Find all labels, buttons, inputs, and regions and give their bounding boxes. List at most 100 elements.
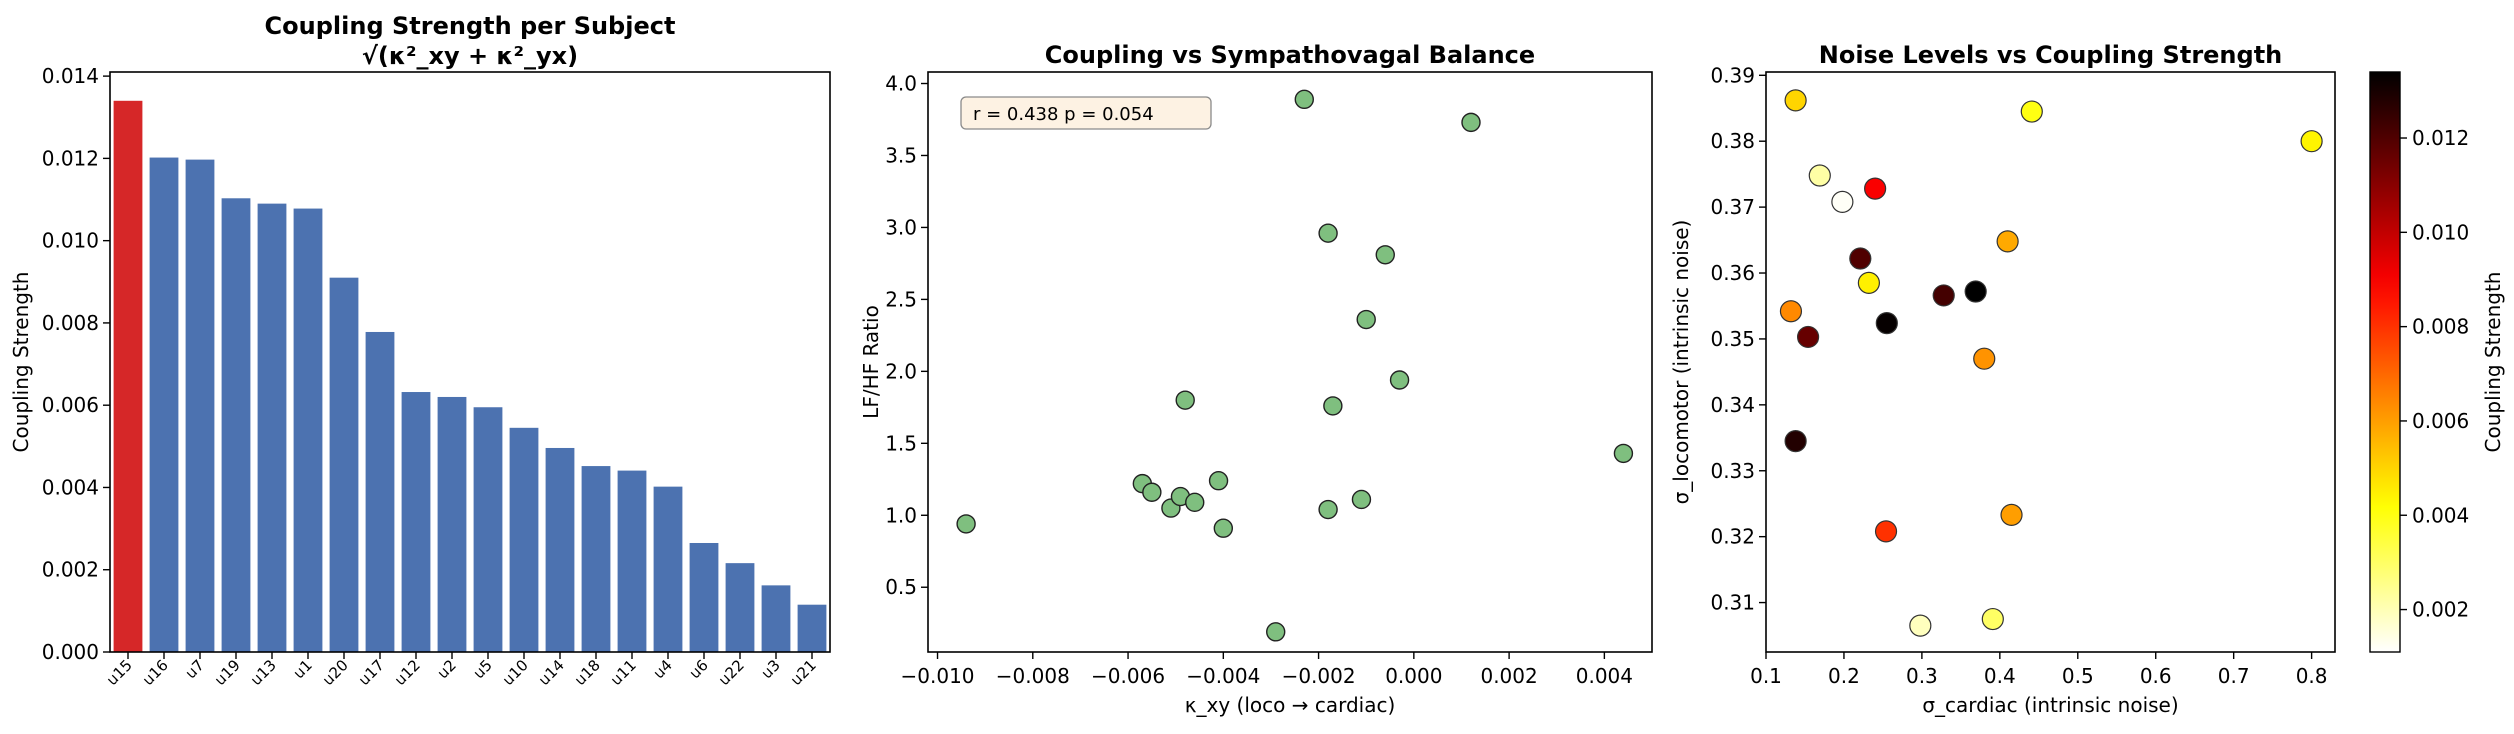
x-tick-label: u11 [607,656,640,689]
chart-title: Coupling vs Sympathovagal Balance [1045,41,1535,69]
bar-u17 [365,331,395,652]
x-tick-label: u10 [499,656,532,689]
y-tick-label: 0.5 [885,575,917,599]
y-tick-label: 0.37 [1710,195,1755,219]
colorbar-tick-label: 0.012 [2412,126,2469,150]
colorbar-tick-label: 0.002 [2412,598,2469,622]
scatter-point [1864,177,1887,200]
scatter-point [1996,230,2019,253]
y-tick-label: 0.38 [1710,129,1755,153]
colorbar-tick-label: 0.004 [2412,503,2469,527]
colorbar-tick-label: 0.008 [2412,315,2469,339]
scatter-point [1981,607,2004,631]
x-tick-label: −0.002 [1282,664,1356,688]
bar-u13 [257,203,287,652]
scatter-point [1185,492,1205,513]
x-axis-label: κ_xy (loco → cardiac) [1185,693,1396,717]
x-tick-label: −0.010 [901,664,975,688]
x-tick-label: −0.004 [1186,664,1260,688]
x-tick-label: 0.3 [1906,664,1938,688]
colorbar [2369,71,2401,653]
y-axis-label: LF/HF Ratio [859,305,883,419]
chart-title: Noise Levels vs Coupling Strength [1819,41,2283,69]
x-tick-label: u19 [211,656,244,689]
scatter-point [1351,489,1372,510]
y-tick-label: 0.000 [42,640,99,664]
x-tick-label: −0.006 [1091,664,1165,688]
x-tick-label: 0.004 [1576,664,1633,688]
y-tick-label: 0.008 [42,311,99,335]
scatter-point [1318,223,1338,243]
scatter-point [1175,390,1195,410]
bar-u11 [617,470,647,652]
bar-u12 [401,392,431,652]
scatter-point [1779,300,1803,323]
stats-annotation: r = 0.438 p = 0.054 [973,104,1154,125]
scatter-point [1375,245,1395,265]
x-tick-label: u3 [758,656,784,682]
y-tick-label: 0.002 [42,558,99,582]
bar-u16 [149,157,179,652]
scatter-point [1784,89,1807,112]
y-axis-label: Coupling Strength [9,272,33,453]
x-tick-label: u20 [319,656,352,689]
y-tick-label: 0.31 [1710,591,1755,615]
axes-frame [927,71,1653,653]
scatter-point [1294,89,1314,110]
y-tick-label: 4.0 [885,72,917,96]
scatter-point [1461,112,1481,133]
scatter-point [956,514,976,534]
x-tick-label: u1 [290,656,316,682]
bar-u19 [221,198,251,652]
x-tick-label: 0.5 [2062,664,2094,688]
x-tick-label: u18 [571,656,604,689]
y-tick-label: 0.39 [1710,63,1755,87]
chart-subtitle: √(κ²_xy + κ²_yx) [362,42,578,70]
scatter-point [1323,396,1343,416]
colorbar-label: Coupling Strength [2481,272,2505,453]
x-tick-label: u5 [470,656,496,682]
y-axis-label: σ_locomotor (intrinsic noise) [1669,220,1693,505]
x-tick-label: 0.002 [1480,664,1537,688]
y-tick-label: 0.004 [42,475,99,499]
scatter-point [1831,190,1854,213]
scatter-point [1356,309,1376,330]
x-tick-label: u7 [182,656,208,682]
x-tick-label: u22 [715,656,748,689]
x-tick-label: 0.4 [1984,664,2016,688]
y-tick-label: 0.014 [42,64,99,88]
scatter-point [2000,503,2023,527]
scatter-point [1266,622,1286,642]
scatter-point [1964,280,1987,303]
scatter-point [1784,429,1807,453]
scatter-point [1874,520,1898,543]
bar-u1 [293,208,323,652]
bar-u18 [581,466,611,652]
y-tick-label: 1.0 [885,503,917,527]
x-tick-label: u4 [650,656,676,682]
y-tick-label: 0.32 [1710,525,1755,549]
colorbar-tick-label: 0.010 [2412,220,2469,244]
x-tick-label: u15 [103,656,136,689]
scatter-point [1613,443,1634,464]
scatter-point [1142,482,1162,502]
bar-u20 [329,277,359,652]
y-tick-label: 0.006 [42,393,99,417]
x-tick-label: −0.008 [996,664,1070,688]
scatter-point [1973,347,1996,370]
scatter-point [2300,130,2323,153]
scatter-point [1213,518,1234,538]
scatter-point [1318,499,1338,520]
bar-u5 [473,407,503,652]
y-tick-label: 1.5 [885,431,917,455]
axes-frame [109,71,831,653]
x-tick-label: 0.2 [1828,664,1860,688]
scatter-point [2020,100,2043,123]
scatter-point [1875,312,1898,335]
bar-u6 [689,542,719,652]
x-tick-label: 0.8 [2296,664,2328,688]
y-tick-label: 3.0 [885,215,917,239]
y-tick-label: 2.0 [885,359,917,383]
